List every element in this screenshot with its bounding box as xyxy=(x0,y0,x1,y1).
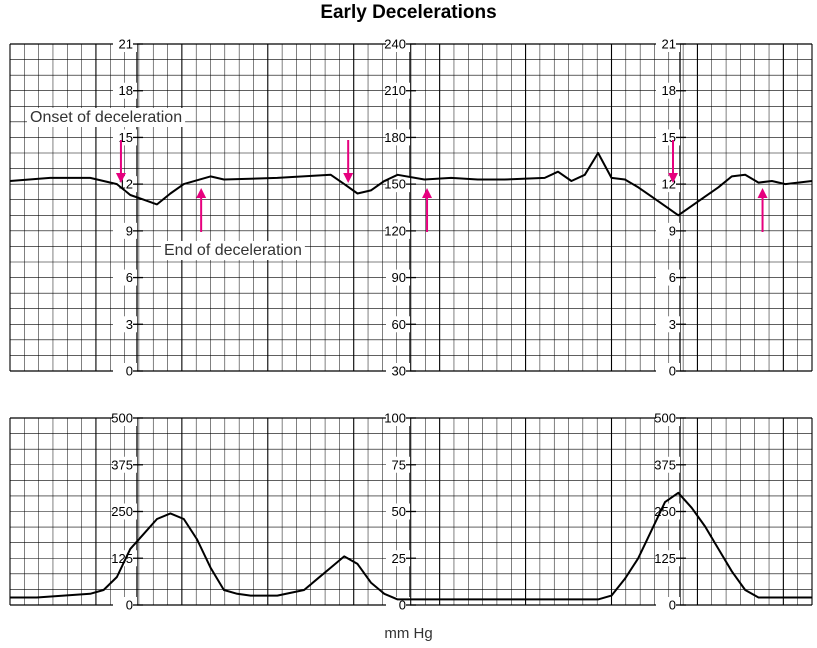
tick-label-bg xyxy=(386,456,410,473)
end-arrowhead xyxy=(757,188,768,198)
tick-label: 0 xyxy=(126,364,133,379)
tick-label-bg xyxy=(386,129,410,146)
tick-label: 0 xyxy=(126,598,133,613)
tick-label-bg xyxy=(113,176,137,193)
tick-label-bg xyxy=(386,176,410,193)
onset-arrowhead xyxy=(667,173,678,183)
tick-label-bg xyxy=(386,316,410,333)
tick-label: 375 xyxy=(654,457,676,472)
tick-label-bg xyxy=(113,316,137,333)
tick-label: 250 xyxy=(111,504,133,519)
tick-label: 60 xyxy=(392,317,406,332)
tick-label: 3 xyxy=(126,317,133,332)
tick-label-bg xyxy=(656,363,680,379)
tick-label: 90 xyxy=(392,270,406,285)
tick-label: 21 xyxy=(662,37,676,52)
tick-label-bg xyxy=(386,503,410,520)
tick-label-bg xyxy=(113,456,137,473)
tick-label: 210 xyxy=(384,83,406,98)
tick-label: 0 xyxy=(669,598,676,613)
fhr-trace xyxy=(9,152,813,217)
tick-label: 0 xyxy=(399,598,406,613)
tick-label: 125 xyxy=(111,551,133,566)
tick-label: 500 xyxy=(654,411,676,426)
end-arrowhead xyxy=(422,188,433,198)
tick-label-bg xyxy=(656,550,680,567)
tick-label: 0 xyxy=(669,364,676,379)
tick-label: 240 xyxy=(384,37,406,52)
tick-label-bg xyxy=(386,550,410,567)
onset-arrowhead xyxy=(343,173,354,183)
tick-label: 500 xyxy=(111,411,133,426)
tick-label: 18 xyxy=(119,83,133,98)
annotation-bg xyxy=(27,108,186,127)
tick-label-bg xyxy=(656,222,680,239)
tick-label: 75 xyxy=(392,457,406,472)
tick-label-bg xyxy=(656,129,680,146)
tick-label: 9 xyxy=(126,223,133,238)
tick-label-bg xyxy=(386,269,410,286)
tick-label: 3 xyxy=(669,317,676,332)
tick-label: 375 xyxy=(111,457,133,472)
tick-label-bg xyxy=(113,363,137,379)
tick-label: 21 xyxy=(119,37,133,52)
tick-label-bg xyxy=(656,456,680,473)
tick-label: 9 xyxy=(669,223,676,238)
fhr-panel: 2118151296302402101801501209060302118151… xyxy=(9,36,813,379)
pressure-trace xyxy=(10,491,812,601)
onset-label: Onset of deceleration xyxy=(30,109,182,126)
tick-label: 30 xyxy=(392,364,406,379)
tick-label: 6 xyxy=(669,270,676,285)
tick-label-bg xyxy=(113,36,137,52)
tick-label: 25 xyxy=(392,551,406,566)
tick-label-bg xyxy=(113,82,137,99)
tick-label: 125 xyxy=(654,551,676,566)
tick-label-bg xyxy=(113,129,137,146)
tick-label-bg xyxy=(656,316,680,333)
end-label: End of deceleration xyxy=(164,242,302,259)
tick-label: 150 xyxy=(384,177,406,192)
tick-label-bg xyxy=(386,410,410,426)
tick-label-bg xyxy=(656,269,680,286)
annotations: Onset of deceleration End of deceleratio… xyxy=(27,108,305,260)
tick-label: 120 xyxy=(384,223,406,238)
tick-label-bg xyxy=(386,82,410,99)
tick-label: 100 xyxy=(384,411,406,426)
end-arrowhead xyxy=(196,188,207,198)
tick-label: 6 xyxy=(126,270,133,285)
tick-label-bg xyxy=(386,36,410,52)
annotation-bg xyxy=(161,241,305,260)
onset-arrowhead xyxy=(115,173,126,183)
tick-label-bg xyxy=(113,410,137,426)
tick-label-bg xyxy=(656,410,680,426)
tick-label: 50 xyxy=(392,504,406,519)
tick-label-bg xyxy=(113,597,137,613)
tick-label: 15 xyxy=(119,130,133,145)
tick-label-bg xyxy=(656,597,680,613)
tick-label-bg xyxy=(656,36,680,52)
tick-label-bg xyxy=(656,82,680,99)
tick-label: 18 xyxy=(662,83,676,98)
tick-label: 180 xyxy=(384,130,406,145)
unit-label: mm Hg xyxy=(384,625,433,642)
tick-label-bg xyxy=(386,363,410,379)
tick-label-bg xyxy=(113,503,137,520)
chart-title: Early Decelerations xyxy=(320,2,497,23)
tick-label-bg xyxy=(386,222,410,239)
tick-label-bg xyxy=(386,597,410,613)
tick-label-bg xyxy=(113,269,137,286)
tick-label-bg xyxy=(113,222,137,239)
